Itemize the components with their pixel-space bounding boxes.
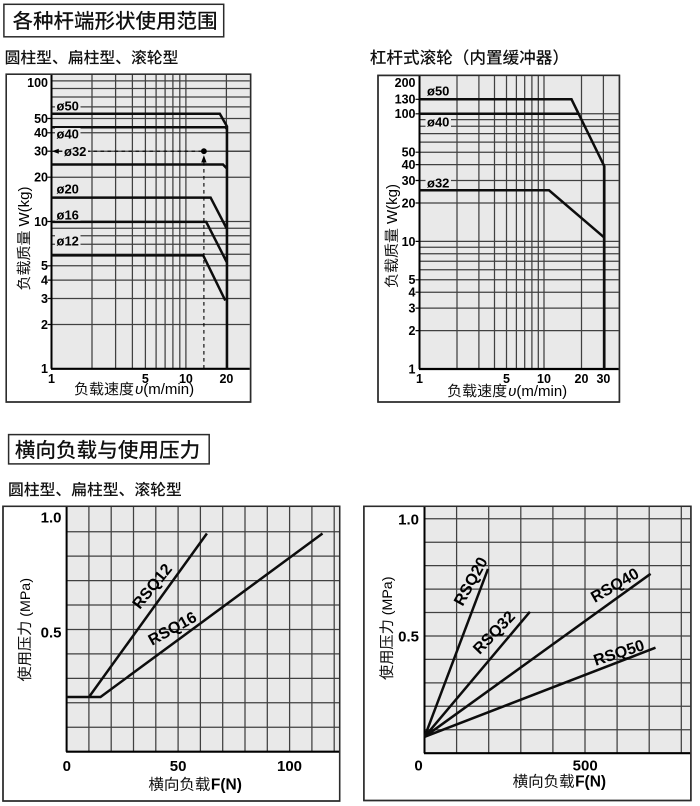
svg-text:0: 0 bbox=[414, 757, 422, 774]
svg-text:10: 10 bbox=[34, 215, 48, 229]
svg-text:ø40: ø40 bbox=[427, 114, 449, 129]
svg-text:500: 500 bbox=[573, 757, 598, 774]
svg-text:100: 100 bbox=[27, 76, 48, 90]
svg-text:ø20: ø20 bbox=[57, 182, 79, 197]
svg-text:ø32: ø32 bbox=[427, 176, 449, 191]
svg-text:0: 0 bbox=[63, 758, 71, 775]
svg-text:F(N): F(N) bbox=[575, 774, 606, 791]
svg-text:(MPa): (MPa) bbox=[18, 578, 34, 617]
svg-text:1: 1 bbox=[409, 362, 416, 376]
svg-text:F(N): F(N) bbox=[211, 777, 242, 794]
svg-text:30: 30 bbox=[402, 174, 416, 188]
svg-text:0.5: 0.5 bbox=[398, 629, 419, 646]
svg-text:30: 30 bbox=[596, 372, 610, 386]
svg-text:υ(m/min): υ(m/min) bbox=[135, 381, 194, 398]
svg-text:3: 3 bbox=[41, 292, 48, 306]
svg-text:130: 130 bbox=[395, 93, 416, 107]
svg-text:10: 10 bbox=[179, 372, 193, 386]
svg-text:ø50: ø50 bbox=[427, 83, 449, 98]
svg-text:20: 20 bbox=[34, 171, 48, 185]
svg-text:100: 100 bbox=[277, 758, 302, 775]
svg-text:1: 1 bbox=[48, 372, 55, 386]
svg-text:3: 3 bbox=[409, 302, 416, 316]
svg-text:5: 5 bbox=[142, 372, 149, 386]
svg-text:20: 20 bbox=[219, 372, 233, 386]
svg-text:40: 40 bbox=[34, 126, 48, 140]
svg-text:2: 2 bbox=[41, 318, 48, 332]
svg-text:4: 4 bbox=[41, 274, 48, 288]
svg-text:4: 4 bbox=[409, 286, 416, 300]
svg-text:30: 30 bbox=[34, 145, 48, 159]
svg-text:1: 1 bbox=[416, 372, 423, 386]
svg-text:ø40: ø40 bbox=[57, 127, 79, 142]
svg-text:10: 10 bbox=[402, 235, 416, 249]
svg-text:(MPa): (MPa) bbox=[380, 577, 396, 616]
svg-text:40: 40 bbox=[402, 158, 416, 172]
svg-text:ø12: ø12 bbox=[57, 233, 79, 248]
svg-text:50: 50 bbox=[34, 112, 48, 126]
svg-text:100: 100 bbox=[395, 107, 416, 121]
svg-text:5: 5 bbox=[409, 273, 416, 287]
svg-text:20: 20 bbox=[575, 372, 589, 386]
svg-text:5: 5 bbox=[41, 259, 48, 273]
svg-text:2: 2 bbox=[409, 324, 416, 338]
svg-text:1.0: 1.0 bbox=[398, 512, 419, 529]
svg-text:10: 10 bbox=[537, 372, 551, 386]
svg-text:20: 20 bbox=[402, 196, 416, 210]
svg-text:50: 50 bbox=[402, 146, 416, 160]
svg-text:W(kg): W(kg) bbox=[384, 184, 401, 224]
svg-text:υ(m/min): υ(m/min) bbox=[508, 383, 567, 400]
svg-text:ø32: ø32 bbox=[64, 144, 86, 159]
svg-text:0.5: 0.5 bbox=[41, 624, 62, 641]
svg-text:ø16: ø16 bbox=[57, 207, 79, 222]
svg-text:50: 50 bbox=[170, 758, 187, 775]
svg-text:W(kg): W(kg) bbox=[16, 187, 33, 227]
svg-text:200: 200 bbox=[395, 76, 416, 90]
svg-text:1.0: 1.0 bbox=[41, 509, 62, 526]
svg-text:1: 1 bbox=[41, 362, 48, 376]
svg-text:ø50: ø50 bbox=[57, 98, 79, 113]
svg-text:5: 5 bbox=[503, 372, 510, 386]
